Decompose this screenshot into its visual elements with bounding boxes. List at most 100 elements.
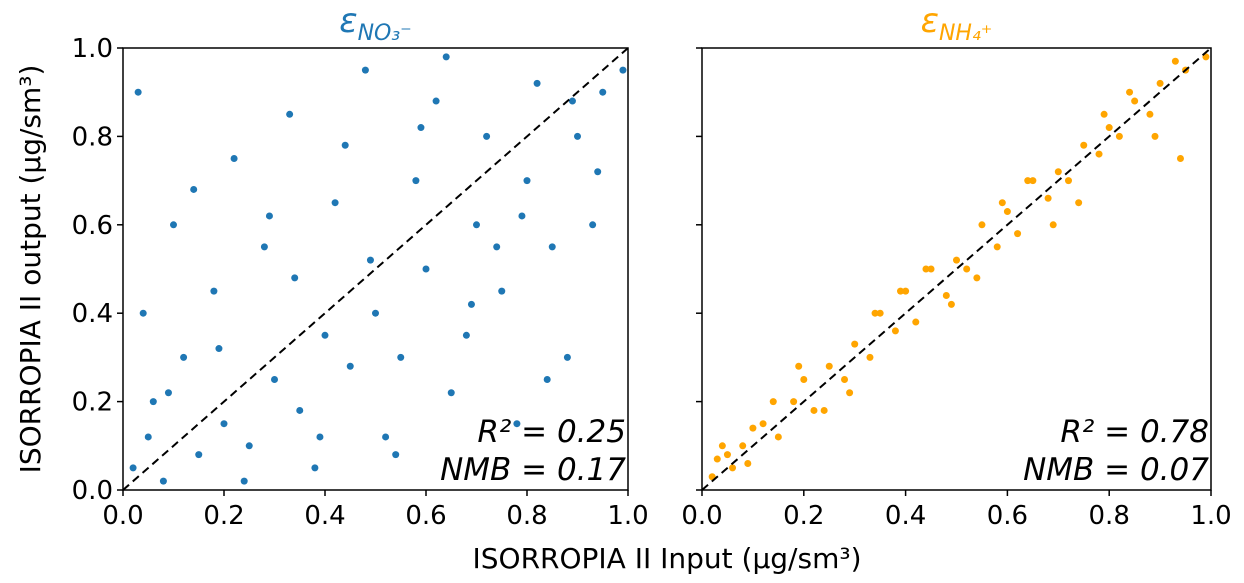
point — [876, 309, 884, 317]
point — [240, 477, 248, 485]
annotation: NMB = 0.07 — [1023, 452, 1209, 488]
x-tick-label: 0.8 — [1089, 501, 1130, 531]
point — [296, 406, 304, 414]
y-tick-label: 0.0 — [72, 476, 113, 506]
point — [1115, 132, 1123, 140]
point — [311, 464, 319, 472]
point — [947, 300, 955, 308]
annotation: NMB = 0.17 — [440, 452, 626, 488]
chart-title: εNH₄⁺ — [921, 1, 993, 46]
point — [619, 66, 627, 74]
point — [927, 265, 935, 273]
point — [462, 331, 470, 339]
x-tick-label: 0.6 — [405, 501, 446, 531]
point — [891, 327, 899, 335]
x-tick-label: 0.6 — [987, 501, 1028, 531]
annotation: R² = 0.25 — [477, 414, 626, 450]
point — [846, 389, 854, 397]
point — [973, 274, 981, 282]
point — [230, 155, 238, 162]
point — [810, 406, 818, 414]
point — [265, 212, 273, 220]
point — [291, 274, 299, 282]
point — [589, 221, 597, 229]
point — [321, 331, 329, 339]
point — [220, 420, 228, 428]
point — [346, 362, 354, 370]
point — [1054, 168, 1062, 176]
plot-frame — [701, 47, 1212, 491]
point — [963, 265, 971, 273]
point — [744, 459, 752, 467]
point — [1049, 221, 1057, 229]
y-tick-label: 1.0 — [72, 34, 113, 64]
point — [902, 287, 910, 295]
point — [483, 132, 491, 140]
x-tick-label: 0.4 — [304, 501, 345, 531]
point — [599, 88, 607, 96]
point — [164, 389, 172, 397]
point — [1029, 177, 1037, 185]
point — [533, 79, 541, 87]
x-tick-label: 0.8 — [506, 501, 547, 531]
point — [594, 168, 602, 176]
point — [548, 243, 556, 251]
point — [1131, 97, 1139, 105]
point — [1095, 150, 1103, 158]
reference-line — [122, 47, 629, 491]
point — [129, 464, 137, 472]
point — [190, 185, 198, 193]
point — [749, 424, 757, 432]
point — [1126, 88, 1134, 96]
y-axis-label: ISORROPIA II output (μg/sm³) — [14, 65, 47, 474]
y-tick-label: 0.8 — [72, 122, 113, 152]
point — [1151, 132, 1159, 140]
x-tick-label: 0.2 — [203, 501, 244, 531]
point — [432, 97, 440, 105]
point — [286, 110, 294, 118]
point — [1100, 110, 1108, 118]
point — [382, 433, 390, 441]
point — [1176, 155, 1184, 162]
point — [713, 455, 721, 463]
annotation: R² = 0.78 — [1060, 414, 1209, 450]
point — [800, 376, 808, 383]
point — [953, 256, 960, 264]
plot-frame — [122, 47, 629, 491]
point — [149, 398, 157, 406]
y-tick-label: 0.6 — [72, 211, 113, 241]
point — [1024, 177, 1032, 185]
point — [820, 406, 828, 414]
point — [790, 398, 798, 406]
point — [493, 243, 501, 251]
point — [795, 362, 803, 370]
title-subscript: NH₄⁺ — [939, 21, 992, 46]
point — [998, 199, 1006, 207]
point — [498, 287, 506, 295]
point — [563, 353, 571, 361]
point — [372, 309, 379, 317]
point — [1080, 141, 1088, 149]
point — [331, 199, 339, 207]
point — [759, 420, 767, 428]
point — [210, 287, 218, 295]
y-tick-label: 0.2 — [72, 388, 113, 418]
point — [1075, 199, 1083, 207]
point — [1064, 177, 1072, 185]
point — [316, 433, 324, 441]
point — [422, 265, 430, 273]
point — [467, 300, 475, 308]
point — [1171, 57, 1179, 65]
point — [195, 451, 203, 459]
point — [866, 353, 874, 361]
x-tick-label: 0.0 — [681, 501, 722, 531]
point — [139, 309, 147, 317]
point — [392, 451, 400, 459]
point — [159, 477, 167, 485]
x-tick-label: 1.0 — [1190, 501, 1231, 531]
point — [1014, 230, 1022, 238]
point — [518, 212, 526, 220]
point — [245, 442, 253, 450]
point — [825, 362, 833, 370]
